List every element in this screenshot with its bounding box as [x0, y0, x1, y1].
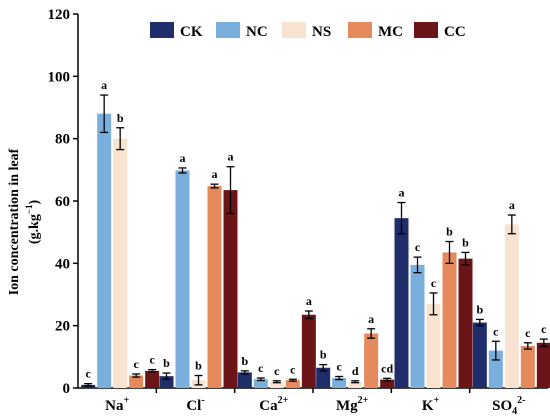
- significance-letter: c: [150, 353, 156, 367]
- y-tick-label: 20: [55, 319, 70, 335]
- bar-nc: [253, 379, 268, 388]
- bar-ck: [159, 376, 174, 388]
- bar-ck: [316, 367, 331, 388]
- bar-nc: [332, 378, 347, 388]
- x-tick-label: Na+: [105, 395, 129, 414]
- bar-cc: [145, 370, 160, 388]
- bar-ns: [113, 138, 128, 388]
- x-tick-label: Cl-: [186, 395, 204, 414]
- y-axis-title-line2: (g.kg−1): [24, 200, 42, 245]
- significance-letter: b: [241, 354, 248, 368]
- legend-swatch-cc: [414, 22, 438, 38]
- y-tick-label: 120: [48, 7, 71, 23]
- bar-nc: [97, 113, 112, 388]
- bar-ck: [237, 372, 252, 388]
- x-tick-label: Ca2+: [259, 395, 288, 414]
- significance-letter: a: [228, 150, 234, 164]
- legend-swatch-mc: [348, 22, 372, 38]
- y-tick-label: 40: [55, 256, 70, 272]
- significance-letter: cd: [381, 361, 393, 375]
- legend-label-nc: NC: [246, 24, 268, 40]
- significance-letter: c: [415, 240, 421, 254]
- significance-letter: c: [541, 322, 547, 336]
- significance-letter: b: [476, 302, 483, 316]
- bar-cc: [301, 314, 316, 388]
- significance-letter: b: [320, 348, 327, 362]
- x-tick-label: SO42-: [492, 395, 525, 417]
- significance-letter: d: [352, 364, 359, 378]
- bar-cc: [223, 190, 238, 388]
- significance-letter: b: [462, 235, 469, 249]
- legend-swatch-ck: [150, 22, 174, 38]
- bar-mc: [129, 375, 144, 388]
- bar-cc: [380, 379, 395, 388]
- y-axis-title-line1: Ion concentration in leaf: [7, 148, 22, 295]
- legend-label-cc: CC: [444, 24, 466, 40]
- bar-ns: [504, 224, 519, 388]
- significance-letter: a: [306, 294, 312, 308]
- bar-mc: [520, 345, 535, 388]
- x-tick-label: K+: [422, 395, 440, 414]
- bar-cc: [458, 258, 473, 388]
- significance-letter: a: [509, 198, 515, 212]
- bar-mc: [207, 186, 222, 388]
- bar-mc: [364, 333, 379, 388]
- bar-nc: [175, 170, 190, 388]
- y-tick-label: 60: [55, 194, 70, 210]
- bar-ck: [472, 322, 487, 388]
- bar-ns: [426, 303, 441, 388]
- bar-mc: [442, 252, 457, 388]
- y-axis-title: Ion concentration in leaf (g.kg−1): [7, 148, 42, 295]
- significance-letter: c: [274, 364, 280, 378]
- significance-letter: a: [101, 78, 107, 92]
- bar-nc: [410, 264, 425, 388]
- bar-cc: [536, 342, 550, 388]
- legend-swatch-ns: [282, 22, 306, 38]
- bar-ns: [348, 381, 363, 388]
- legend-label-ns: NS: [312, 24, 331, 40]
- significance-letter: c: [431, 276, 437, 290]
- y-tick-label: 100: [48, 69, 71, 85]
- significance-letter: c: [134, 357, 140, 371]
- significance-letter: a: [212, 167, 218, 181]
- legend: CK NC NS MC CC: [150, 22, 466, 40]
- significance-letter: b: [163, 356, 170, 370]
- significance-letter: c: [290, 362, 296, 376]
- x-tick-label: Mg2+: [336, 395, 369, 414]
- bar-ck: [394, 218, 409, 388]
- significance-letter: a: [399, 186, 405, 200]
- legend-label-ck: CK: [180, 24, 203, 40]
- y-tick-label: 80: [55, 132, 70, 148]
- significance-letter: c: [525, 326, 531, 340]
- bar-mc: [285, 380, 300, 388]
- significance-letter: c: [258, 361, 264, 375]
- significance-letter: b: [446, 225, 453, 239]
- legend-label-mc: MC: [378, 24, 403, 40]
- significance-letter: a: [180, 151, 186, 165]
- significance-letter: c: [493, 324, 499, 338]
- legend-swatch-nc: [216, 22, 240, 38]
- significance-letter: b: [117, 111, 124, 125]
- bar-ns: [269, 381, 284, 388]
- significance-letter: b: [195, 359, 202, 373]
- significance-letter: a: [368, 312, 374, 326]
- significance-letter: c: [337, 359, 343, 373]
- y-tick-label: 0: [63, 381, 71, 397]
- significance-letter: c: [86, 367, 92, 381]
